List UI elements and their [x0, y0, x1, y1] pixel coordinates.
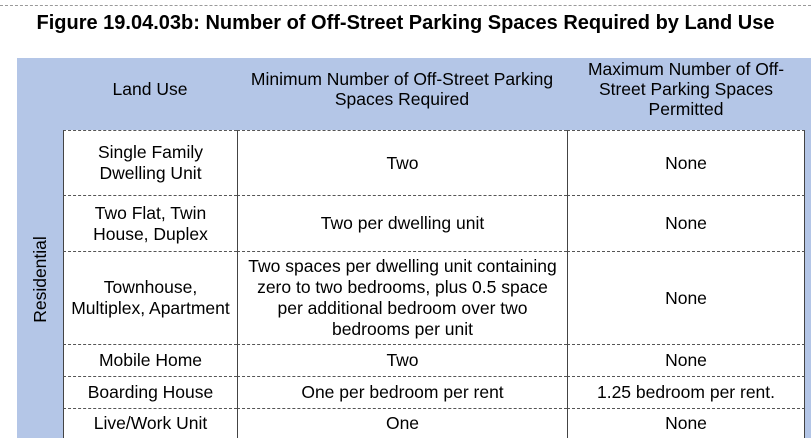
category-label-text: Residential [29, 235, 50, 323]
table-cell-land-use: Boarding House [63, 376, 237, 408]
column-header-maximum: Maximum Number of Off-Street Parking Spa… [587, 59, 785, 119]
table-cell-minimum: Two [237, 344, 567, 376]
top-dashed-rule [0, 5, 811, 6]
table-cell-maximum: None [567, 408, 805, 438]
table-cell-minimum: Two spaces per dwelling unit containing … [237, 251, 567, 344]
table-cell-maximum: None [567, 195, 805, 251]
figure-title: Figure 19.04.03b: Number of Off-Street P… [36, 12, 775, 34]
parking-table: Land Use Minimum Number of Off-Street Pa… [17, 58, 811, 438]
table-cell-land-use: Two Flat, Twin House, Duplex [63, 195, 237, 251]
table-cell-land-use: Mobile Home [63, 344, 237, 376]
table-cell-minimum: Two [237, 130, 567, 195]
table-cell-maximum: None [567, 251, 805, 344]
table-cell-land-use: Live/Work Unit [63, 408, 237, 438]
column-header-land-use: Land Use [112, 79, 188, 99]
table-cell-maximum: None [567, 344, 805, 376]
table-cell-maximum: 1.25 bedroom per rent. [567, 376, 805, 408]
table-cell-land-use: Townhouse, Multiplex, Apartment [63, 251, 237, 344]
table-cell-minimum: One per bedroom per rent [237, 376, 567, 408]
column-header-minimum: Minimum Number of Off-Street Parking Spa… [250, 69, 554, 109]
table-cell-minimum: Two per dwelling unit [237, 195, 567, 251]
table-cell-minimum: One [237, 408, 567, 438]
table-cell-land-use: Single Family Dwelling Unit [63, 130, 237, 195]
category-label-residential: Residential [17, 120, 63, 438]
table-cell-maximum: None [567, 130, 805, 195]
